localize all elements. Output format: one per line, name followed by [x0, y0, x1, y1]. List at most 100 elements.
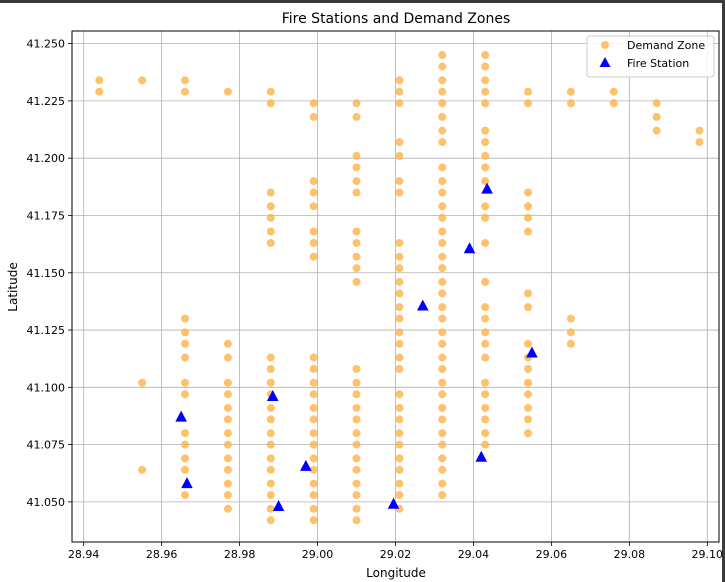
demand-zone-point	[309, 353, 318, 362]
demand-zone-point	[609, 99, 618, 108]
x-axis-label: Longitude	[366, 566, 426, 580]
demand-zone-point	[438, 491, 447, 500]
demand-zone-point	[309, 188, 318, 197]
demand-zone-point	[524, 364, 533, 373]
demand-zone-point	[481, 429, 490, 438]
demand-zone-point	[438, 353, 447, 362]
demand-zone-point	[266, 440, 275, 449]
demand-zone-point	[352, 415, 361, 424]
y-axis-label: Latitude	[6, 262, 20, 311]
demand-zone-point	[481, 415, 490, 424]
legend-demand-label: Demand Zone	[627, 39, 705, 52]
demand-zone-point	[652, 112, 661, 121]
demand-zone-point	[395, 289, 404, 298]
demand-zone-point	[181, 465, 190, 474]
demand-zone-point	[438, 163, 447, 172]
demand-zone-point	[266, 516, 275, 525]
demand-zone-point	[395, 138, 404, 147]
demand-zone-point	[481, 213, 490, 222]
demand-zone-point	[695, 126, 704, 135]
demand-zone-point	[524, 213, 533, 222]
demand-zone-point	[481, 328, 490, 337]
demand-zone-point	[95, 87, 104, 96]
demand-zone-point	[309, 364, 318, 373]
demand-zone-point	[481, 440, 490, 449]
demand-zone-point	[309, 465, 318, 474]
demand-zone-point	[481, 99, 490, 108]
y-tick-label: 41.075	[27, 439, 66, 452]
legend-station-label: Fire Station	[627, 57, 689, 70]
demand-zone-point	[223, 87, 232, 96]
demand-zone-point	[524, 303, 533, 312]
demand-zone-point	[352, 112, 361, 121]
demand-zone-point	[181, 454, 190, 463]
demand-zone-point	[438, 465, 447, 474]
demand-zone-point	[395, 429, 404, 438]
demand-zone-point	[395, 238, 404, 247]
demand-zone-point	[223, 353, 232, 362]
demand-zone-point	[223, 479, 232, 488]
chart-title: Fire Stations and Demand Zones	[282, 11, 511, 27]
demand-zone-point	[438, 238, 447, 247]
demand-zone-point	[266, 491, 275, 500]
demand-zone-point	[481, 353, 490, 362]
demand-zone-point	[481, 303, 490, 312]
demand-zone-point	[223, 390, 232, 399]
x-tick-label: 28.94	[68, 548, 100, 561]
demand-zone-point	[524, 429, 533, 438]
demand-zone-point	[266, 238, 275, 247]
demand-zone-point	[352, 364, 361, 373]
demand-zone-point	[438, 289, 447, 298]
y-tick-label: 41.125	[27, 324, 66, 337]
demand-zone-point	[223, 339, 232, 348]
demand-zone-point	[481, 126, 490, 135]
y-tick-label: 41.050	[27, 496, 66, 509]
demand-zone-point	[524, 227, 533, 236]
fire-station-point	[272, 499, 285, 511]
demand-zone-point	[566, 87, 575, 96]
demand-zone-point	[352, 440, 361, 449]
demand-zone-point	[438, 277, 447, 286]
x-tick-label: 29.00	[302, 548, 334, 561]
demand-zone-point	[481, 277, 490, 286]
demand-zone-point	[352, 264, 361, 273]
window-top-border	[0, 0, 725, 3]
demand-zone-point	[566, 339, 575, 348]
demand-zone-point	[138, 76, 147, 85]
demand-zone-point	[524, 99, 533, 108]
x-tick-label: 29.04	[458, 548, 490, 561]
demand-zone-point	[181, 390, 190, 399]
demand-zone-point	[438, 62, 447, 71]
demand-zone-point	[223, 491, 232, 500]
demand-zone-point	[395, 339, 404, 348]
demand-zone-point	[481, 390, 490, 399]
fire-station-point	[463, 242, 476, 254]
demand-zone-point	[266, 99, 275, 108]
demand-zone-point	[395, 440, 404, 449]
demand-zone-point	[652, 126, 661, 135]
demand-zone-point	[95, 76, 104, 85]
demand-zone-point	[481, 177, 490, 186]
demand-zone-point	[266, 202, 275, 211]
demand-zone-point	[524, 188, 533, 197]
demand-zone-point	[438, 415, 447, 424]
demand-zone-point	[266, 353, 275, 362]
demand-zone-point	[438, 454, 447, 463]
demand-zone-point	[438, 314, 447, 323]
demand-zone-point	[266, 364, 275, 373]
fire-station-point	[526, 346, 538, 358]
demand-zone-point	[352, 188, 361, 197]
demand-zone-point	[266, 465, 275, 474]
demand-zone-point	[438, 328, 447, 337]
demand-zone-point	[481, 202, 490, 211]
demand-zone-point	[395, 252, 404, 261]
demand-zone-point	[266, 479, 275, 488]
demand-zone-point	[481, 151, 490, 160]
demand-zone-point	[438, 479, 447, 488]
demand-zone-point	[309, 202, 318, 211]
demand-zone-point	[438, 364, 447, 373]
demand-zone-point	[266, 429, 275, 438]
fire-station-point	[387, 497, 400, 509]
demand-zone-point	[309, 403, 318, 412]
demand-zone-point	[352, 252, 361, 261]
